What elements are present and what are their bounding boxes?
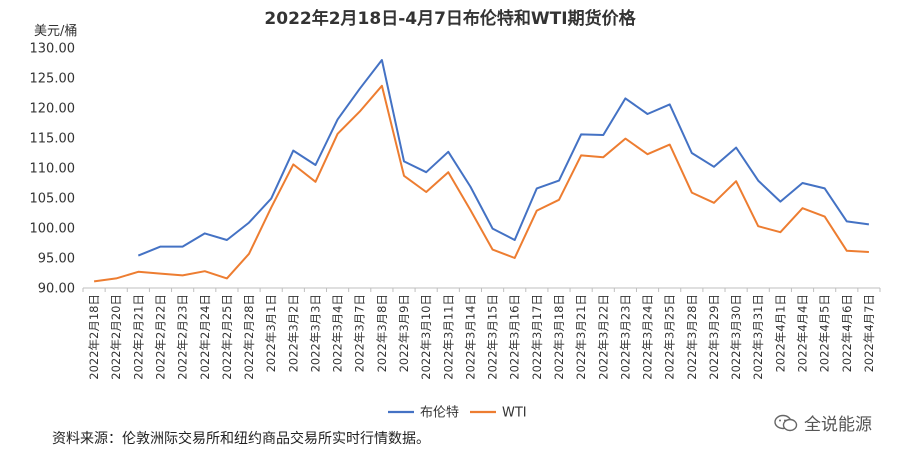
x-tick-label: 2022年3月14日 — [463, 294, 477, 380]
y-tick-label: 110.00 — [30, 162, 76, 177]
x-tick-label: 2022年2月20日 — [109, 294, 123, 380]
x-tick-label: 2022年2月25日 — [220, 294, 234, 380]
source-note: 资料来源：伦敦洲际交易所和纽约商品交易所实时行情数据。 — [52, 431, 430, 447]
x-tick-label: 2022年3月18日 — [552, 294, 566, 380]
y-axis-ticks: 90.00 95.00 100.00 105.00 110.00 115.00 120.00… — [30, 42, 76, 297]
y-tick-label: 115.00 — [30, 132, 76, 147]
x-tick-label: 2022年3月24日 — [641, 294, 655, 380]
x-tick-label: 2022年3月8日 — [375, 294, 389, 372]
x-tick-label: 2022年2月18日 — [87, 294, 101, 380]
x-tick-label: 2022年3月31日 — [751, 294, 765, 380]
series-lines — [93, 59, 870, 283]
legend-label: 布伦特 — [420, 406, 459, 421]
x-tick-label: 2022年2月21日 — [131, 294, 145, 380]
x-tick-label: 2022年4月1日 — [773, 294, 787, 372]
x-tick-label: 2022年3月25日 — [663, 294, 677, 380]
x-tick-label: 2022年3月2日 — [286, 294, 300, 372]
y-tick-label: 120.00 — [30, 102, 76, 117]
x-tick-label: 2022年3月22日 — [596, 294, 610, 380]
x-tick-label: 2022年3月9日 — [397, 294, 411, 372]
y-tick-label: 90.00 — [38, 282, 75, 297]
x-tick-label: 2022年2月24日 — [198, 294, 212, 380]
x-tick-label: 2022年3月21日 — [574, 294, 588, 380]
y-tick-label: 100.00 — [30, 222, 76, 237]
x-tick-label: 2022年3月4日 — [331, 294, 345, 372]
series-line-brent — [137, 59, 870, 257]
x-tick-label: 2022年3月11日 — [441, 294, 455, 380]
x-tick-label: 2022年3月16日 — [508, 294, 522, 380]
y-tick-label: 130.00 — [30, 42, 76, 57]
legend-label: WTI — [502, 406, 527, 421]
x-tick-label: 2022年4月5日 — [818, 294, 832, 372]
x-tick-label: 2022年3月3日 — [308, 294, 322, 372]
y-tick-label: 95.00 — [38, 252, 75, 267]
x-tick-label: 2022年4月7日 — [862, 294, 876, 372]
x-tick-label: 2022年3月28日 — [685, 294, 699, 380]
watermark: 全说能源 — [774, 410, 872, 435]
y-axis-unit: 美元/桶 — [34, 24, 77, 39]
y-tick-label: 125.00 — [30, 72, 76, 87]
x-tick-label: 2022年3月23日 — [618, 294, 632, 380]
x-tick-label: 2022年2月22日 — [153, 294, 167, 380]
x-axis-ticks: 2022年2月18日 2022年2月20日 2022年2月21日 2022年2月22日… — [82, 288, 881, 380]
x-tick-label: 2022年3月30日 — [729, 294, 743, 380]
x-tick-label: 2022年3月1日 — [264, 294, 278, 372]
x-tick-label: 2022年2月23日 — [176, 294, 190, 380]
x-tick-label: 2022年3月17日 — [530, 294, 544, 380]
legend: 布伦特 WTI — [388, 406, 527, 421]
chart-title: 2022年2月18日-4月7日布伦特和WTI期货价格 — [264, 8, 636, 29]
series-line-wti — [93, 84, 869, 283]
x-tick-label: 2022年3月10日 — [419, 294, 433, 380]
x-tick-label: 2022年3月7日 — [353, 294, 367, 372]
x-tick-label: 2022年4月6日 — [840, 294, 854, 372]
x-tick-label: 2022年3月29日 — [707, 294, 721, 380]
x-tick-label: 2022年4月4日 — [796, 294, 810, 372]
x-tick-label: 2022年3月15日 — [486, 294, 500, 380]
watermark-text: 全说能源 — [804, 415, 872, 435]
y-tick-label: 105.00 — [30, 192, 76, 207]
x-tick-label: 2022年2月28日 — [242, 294, 256, 380]
chat-bubble-icon — [774, 414, 798, 431]
